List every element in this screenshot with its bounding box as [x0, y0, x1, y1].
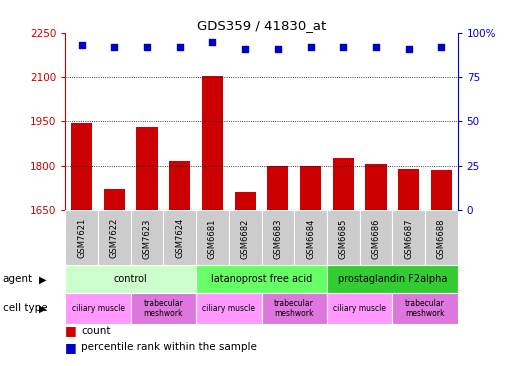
Point	[110, 44, 119, 50]
Bar	[425, 210, 458, 265]
Bar	[65, 293, 131, 324]
Text: ■: ■	[65, 324, 77, 337]
Bar	[98, 210, 131, 265]
Text: ciliary muscle: ciliary muscle	[202, 304, 255, 313]
Point	[306, 44, 315, 50]
Bar	[262, 210, 294, 265]
Bar	[137, 127, 158, 210]
Text: GSM7623: GSM7623	[143, 218, 152, 258]
Text: ▶: ▶	[39, 274, 47, 284]
Point	[208, 39, 217, 45]
Point	[437, 44, 446, 50]
Bar	[202, 76, 223, 210]
Bar	[392, 293, 458, 324]
Text: control: control	[114, 274, 147, 284]
Bar	[392, 210, 425, 265]
Bar	[196, 210, 229, 265]
Text: ▶: ▶	[39, 303, 47, 313]
Bar	[104, 189, 125, 210]
Text: GSM6682: GSM6682	[241, 218, 249, 258]
Text: GSM6681: GSM6681	[208, 218, 217, 258]
Text: GSM6687: GSM6687	[404, 218, 413, 259]
Bar	[300, 165, 321, 210]
Text: GSM6683: GSM6683	[274, 218, 282, 259]
Bar	[131, 293, 196, 324]
Text: trabecular
meshwork: trabecular meshwork	[143, 299, 184, 318]
Bar	[294, 210, 327, 265]
Bar	[196, 293, 262, 324]
Bar	[65, 265, 196, 293]
Text: GSM7624: GSM7624	[175, 218, 184, 258]
Bar	[327, 265, 458, 293]
Text: GSM6685: GSM6685	[339, 218, 348, 258]
Text: percentile rank within the sample: percentile rank within the sample	[81, 342, 257, 352]
Text: GSM7622: GSM7622	[110, 218, 119, 258]
Bar	[234, 192, 256, 210]
Text: GSM6688: GSM6688	[437, 218, 446, 259]
Text: GSM6686: GSM6686	[371, 218, 380, 259]
Point	[77, 42, 86, 48]
Text: ciliary muscle: ciliary muscle	[72, 304, 124, 313]
Bar	[327, 293, 392, 324]
Text: trabecular
meshwork: trabecular meshwork	[274, 299, 314, 318]
Bar	[398, 169, 419, 210]
Point	[176, 44, 184, 50]
Point	[143, 44, 151, 50]
Text: trabecular
meshwork: trabecular meshwork	[405, 299, 445, 318]
Bar	[327, 210, 360, 265]
Bar	[196, 265, 327, 293]
Text: GSM6684: GSM6684	[306, 218, 315, 258]
Title: GDS359 / 41830_at: GDS359 / 41830_at	[197, 19, 326, 32]
Bar	[430, 170, 452, 210]
Point	[241, 46, 249, 52]
Bar	[267, 165, 289, 210]
Text: ciliary muscle: ciliary muscle	[333, 304, 386, 313]
Bar	[333, 158, 354, 210]
Text: prostaglandin F2alpha: prostaglandin F2alpha	[337, 274, 447, 284]
Bar	[262, 293, 327, 324]
Bar	[365, 164, 386, 210]
Point	[372, 44, 380, 50]
Bar	[163, 210, 196, 265]
Text: GSM7621: GSM7621	[77, 218, 86, 258]
Bar	[65, 210, 98, 265]
Bar	[169, 161, 190, 210]
Text: cell type: cell type	[3, 303, 47, 313]
Bar	[229, 210, 262, 265]
Text: agent: agent	[3, 274, 33, 284]
Text: latanoprost free acid: latanoprost free acid	[211, 274, 312, 284]
Point	[404, 46, 413, 52]
Text: count: count	[81, 325, 110, 336]
Bar	[360, 210, 392, 265]
Point	[274, 46, 282, 52]
Bar	[131, 210, 163, 265]
Text: ■: ■	[65, 341, 77, 354]
Bar	[71, 123, 93, 210]
Point	[339, 44, 347, 50]
